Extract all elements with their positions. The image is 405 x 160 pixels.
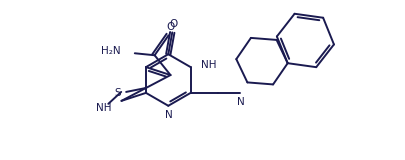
Text: N: N xyxy=(237,97,245,107)
Text: O: O xyxy=(169,20,177,29)
Text: H₂N: H₂N xyxy=(101,46,121,56)
Text: S: S xyxy=(115,88,121,98)
Text: NH: NH xyxy=(96,103,111,113)
Text: NH: NH xyxy=(200,60,216,70)
Text: O: O xyxy=(166,23,175,32)
Text: N: N xyxy=(165,110,173,120)
